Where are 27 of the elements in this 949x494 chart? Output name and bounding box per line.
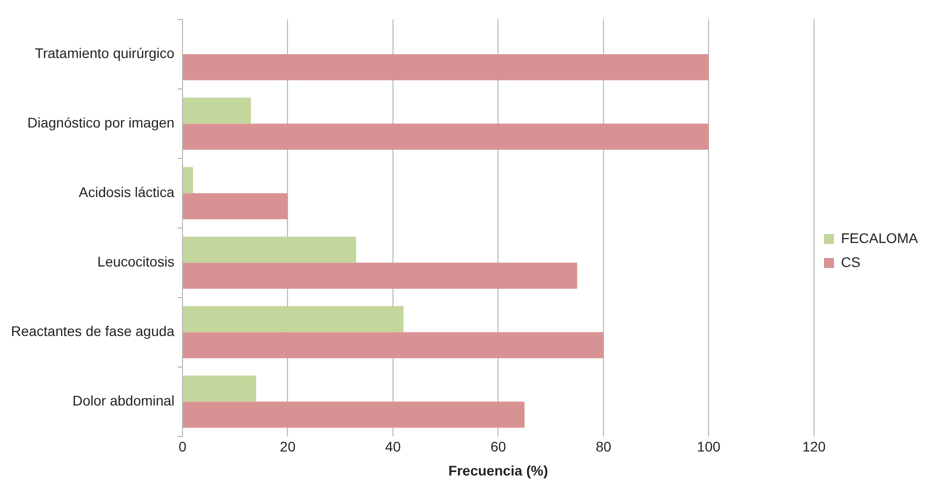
x-axis-title: Frecuencia (%) — [448, 462, 548, 478]
bar — [182, 54, 709, 80]
y-tick-label: Diagnóstico por imagen — [27, 114, 174, 131]
y-tick-label: Leucocitosis — [97, 254, 174, 270]
x-tick-label: 120 — [802, 438, 826, 455]
x-tick-label: 100 — [697, 438, 721, 455]
x-tick-label: 0 — [178, 438, 187, 455]
bar — [182, 402, 525, 428]
x-tick-label: 60 — [490, 438, 506, 455]
bar — [182, 236, 356, 263]
x-tick-label: 80 — [596, 438, 612, 455]
bar — [182, 98, 251, 124]
legend-label: FECALOMA — [840, 230, 919, 246]
y-tick-label: Acidosis láctica — [78, 184, 175, 200]
y-tick-label: Reactantes de fase aguda — [10, 323, 175, 340]
bar — [182, 332, 604, 358]
bar — [182, 193, 288, 220]
x-tick-label: 40 — [385, 438, 401, 455]
x-tick-label: 20 — [280, 438, 296, 455]
bar — [182, 167, 193, 194]
y-tick-label: Dolor abdominal — [72, 392, 174, 409]
bar — [182, 376, 256, 402]
bar — [182, 262, 578, 289]
legend-label: CS — [840, 254, 860, 270]
y-tick-label: Tratamiento quirúrgico — [34, 45, 175, 62]
bar — [182, 306, 404, 332]
bar — [182, 124, 709, 150]
